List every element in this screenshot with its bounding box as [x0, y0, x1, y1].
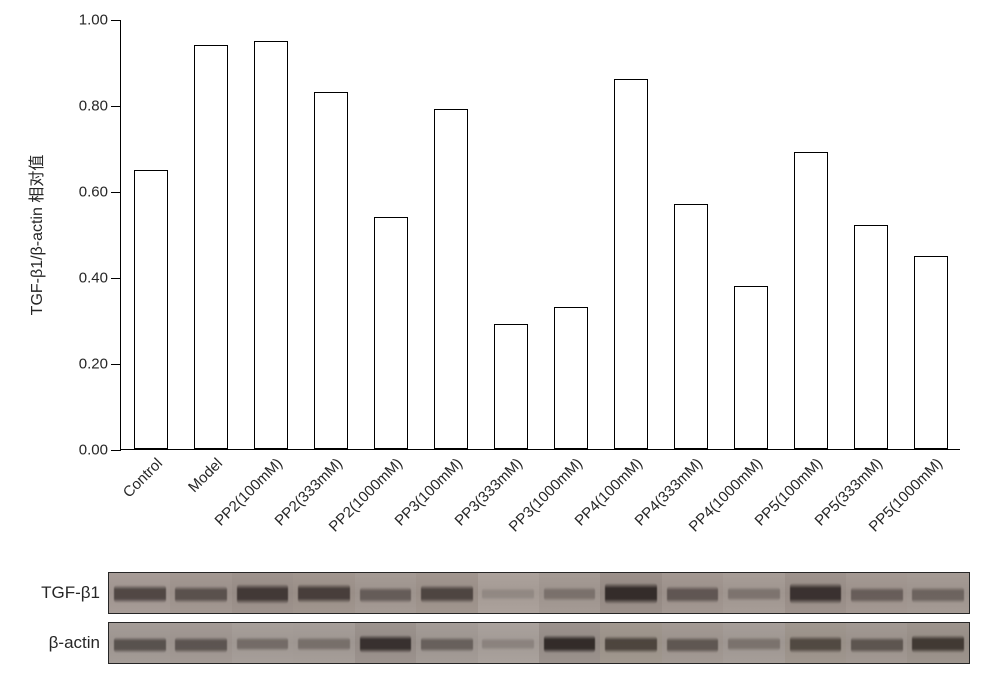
blot-lane [723, 623, 784, 663]
plot-area [120, 20, 960, 450]
blot-band [728, 637, 780, 651]
blot-lane [600, 623, 661, 663]
blot-band [482, 588, 534, 600]
blot-row-tgfb1: TGF-β1 [0, 572, 1000, 614]
blot-lane [170, 573, 231, 613]
blot-lane [846, 573, 907, 613]
blot-lane [416, 573, 477, 613]
blot-lane [662, 573, 723, 613]
blot-band [175, 637, 227, 653]
y-tick-label: 0.60 [58, 184, 108, 201]
bar [914, 256, 948, 450]
x-tick-label: Control [120, 455, 166, 501]
blot-lane [293, 573, 354, 613]
blot-band [482, 638, 534, 650]
blot-band [175, 586, 227, 604]
western-blot-panel: TGF-β1 β-actin [0, 572, 1000, 672]
y-tick [111, 364, 121, 365]
y-tick-label: 1.00 [58, 12, 108, 29]
blot-band [667, 586, 719, 603]
bar [254, 41, 288, 450]
blot-lane [109, 623, 170, 663]
bar [734, 286, 768, 449]
blot-lane [600, 573, 661, 613]
blot-band [360, 635, 412, 653]
bar [554, 307, 588, 449]
blot-strip [108, 622, 970, 664]
bar [674, 204, 708, 449]
bar [494, 324, 528, 449]
bar [854, 225, 888, 449]
y-tick [111, 278, 121, 279]
blot-band [237, 584, 289, 604]
bar [134, 170, 168, 450]
blot-band [912, 635, 964, 653]
blot-band [605, 636, 657, 654]
blot-band [421, 585, 473, 603]
y-tick [111, 450, 121, 451]
blot-lane [846, 623, 907, 663]
blot-band [605, 583, 657, 604]
figure-root: TGF-β1/β-actin 相对值 0.00 0.20 0.40 0.60 0.80 1… [0, 0, 1000, 679]
blot-band [544, 587, 596, 601]
blot-lane [539, 573, 600, 613]
blot-band [667, 637, 719, 653]
blot-lane [355, 623, 416, 663]
blot-lane [355, 573, 416, 613]
blot-lane [232, 623, 293, 663]
blot-lane [662, 623, 723, 663]
blot-band [114, 637, 166, 653]
blot-band [114, 585, 166, 603]
y-tick-label: 0.80 [58, 98, 108, 115]
bar [194, 45, 228, 449]
blot-lane [478, 573, 539, 613]
blot-band [360, 587, 412, 603]
blot-lane [723, 573, 784, 613]
blot-band [544, 635, 596, 653]
blot-row-actin: β-actin [0, 622, 1000, 664]
blot-band [790, 636, 842, 653]
y-tick [111, 106, 121, 107]
blot-band [851, 637, 903, 653]
blot-lane [478, 623, 539, 663]
blot-label: β-actin [0, 633, 100, 653]
bar [374, 217, 408, 449]
bar-group [121, 20, 960, 449]
blot-lane [232, 573, 293, 613]
bar [794, 152, 828, 449]
bar [614, 79, 648, 449]
y-tick-label: 0.40 [58, 270, 108, 287]
blot-band [298, 637, 350, 651]
blot-label: TGF-β1 [0, 583, 100, 603]
blot-lane [907, 573, 968, 613]
bar [314, 92, 348, 449]
x-tick-label: Model [185, 455, 226, 496]
blot-lane [907, 623, 968, 663]
y-tick-label: 0.00 [58, 442, 108, 459]
bar [434, 109, 468, 449]
blot-lane [170, 623, 231, 663]
blot-band [728, 587, 780, 601]
blot-band [912, 587, 964, 603]
blot-band [237, 637, 289, 651]
y-tick [111, 20, 121, 21]
blot-lane [785, 573, 846, 613]
blot-lane [109, 573, 170, 613]
blot-band [298, 584, 350, 603]
bar-chart [120, 20, 960, 450]
blot-lane [293, 623, 354, 663]
y-axis-title: TGF-β1/β-actin 相对值 [23, 155, 47, 316]
blot-band [851, 587, 903, 603]
blot-lane [416, 623, 477, 663]
blot-lane [539, 623, 600, 663]
y-tick [111, 192, 121, 193]
blot-lane [785, 623, 846, 663]
blot-band [790, 583, 842, 604]
blot-band [421, 637, 473, 652]
y-tick-label: 0.20 [58, 356, 108, 373]
blot-strip [108, 572, 970, 614]
